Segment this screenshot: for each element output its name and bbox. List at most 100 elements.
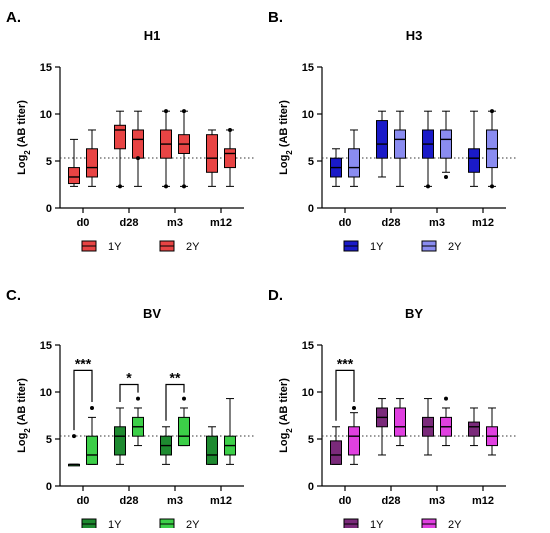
box-1Y-m3 [160, 109, 172, 189]
box-iqr [348, 426, 360, 456]
legend-label: 1Y [108, 519, 122, 528]
box-2Y-m12 [224, 398, 236, 465]
significance-bracket: ** [165, 369, 185, 421]
legend-item-1Y: 1Y [343, 518, 384, 531]
legend-label: 1Y [370, 519, 384, 528]
y-tick-label: 0 [46, 481, 52, 493]
box-1Y-m3 [422, 110, 434, 189]
box-iqr [394, 129, 406, 159]
box-iqr [132, 129, 144, 159]
y-tick-label: 10 [40, 109, 52, 121]
box-2Y-m3 [178, 396, 190, 447]
y-tick-label: 15 [302, 62, 314, 74]
y-tick-label: 15 [302, 340, 314, 352]
x-tick-label: m3 [429, 217, 445, 229]
outlier-point [136, 396, 140, 401]
y-tick-label: 10 [40, 387, 52, 399]
outlier-point [490, 184, 494, 189]
box-1Y-d28 [376, 398, 388, 456]
y-tick-label: 10 [302, 387, 314, 399]
significance-label: *** [75, 355, 92, 371]
box-2Y-m12 [486, 407, 498, 456]
panel-title: BY [405, 306, 423, 321]
chart-panel-4: D. BY Log2 (AB titer) 0 5 10 15 d0 d28 m3 m12 *** 1Y… [268, 287, 516, 531]
outlier-point [118, 184, 122, 189]
significance-bracket: * [119, 369, 139, 402]
legend-item-1Y: 1Y [81, 240, 122, 253]
legend-item-2Y: 2Y [159, 518, 200, 531]
box-1Y-m3 [422, 398, 434, 456]
box-iqr [114, 426, 126, 456]
legend-label: 1Y [108, 241, 122, 253]
box-1Y-m12 [468, 407, 480, 447]
box-1Y-d28 [114, 110, 126, 189]
legend-label: 2Y [186, 241, 200, 253]
significance-label: * [126, 369, 132, 385]
box-1Y-d0 [68, 138, 80, 187]
box-2Y-d28 [132, 396, 144, 447]
y-tick-label: 5 [308, 156, 314, 168]
box-2Y-d0 [348, 129, 360, 187]
chart-panel-1: A. H1 Log2 (AB titer) 0 5 10 15 d0 d28 m3 m12 1Y 2Y [6, 9, 254, 253]
box-2Y-d0 [86, 129, 98, 187]
x-tick-label: m3 [167, 217, 183, 229]
box-iqr [224, 148, 236, 169]
box-2Y-m3 [440, 396, 452, 447]
bracket-line [73, 369, 93, 431]
outlier-point [228, 127, 232, 132]
outlier-point [182, 396, 186, 401]
box-iqr [86, 435, 98, 465]
box-2Y-d28 [394, 110, 406, 187]
x-tick-label: d0 [339, 217, 352, 229]
legend-item-2Y: 2Y [421, 518, 462, 531]
legend-item-1Y: 1Y [81, 518, 122, 531]
box-2Y-d0 [86, 405, 98, 465]
bracket-line [335, 369, 355, 421]
y-axis-label: Log2 (AB titer) [16, 100, 32, 175]
outlier-point [426, 184, 430, 189]
x-tick-label: d0 [77, 495, 90, 507]
y-tick-label: 5 [46, 156, 52, 168]
box-2Y-d28 [394, 398, 406, 447]
outlier-point [444, 174, 448, 179]
x-tick-label: d28 [382, 495, 401, 507]
box-1Y-d0 [68, 434, 80, 467]
box-iqr [114, 124, 126, 150]
box-2Y-d28 [132, 110, 144, 187]
box-1Y-d0 [330, 426, 342, 465]
legend-label: 2Y [448, 519, 462, 528]
box-iqr [178, 416, 190, 447]
outlier-point [90, 405, 94, 410]
outlier-point [444, 396, 448, 401]
box-1Y-m12 [206, 426, 218, 465]
legend-label: 2Y [448, 241, 462, 253]
bracket-line [119, 383, 139, 402]
box-1Y-d28 [376, 110, 388, 178]
panel-letter: B. [268, 9, 283, 26]
box-iqr [206, 134, 218, 173]
box-iqr [348, 148, 360, 178]
y-tick-label: 0 [46, 203, 52, 215]
significance-label: *** [337, 355, 354, 371]
box-2Y-m12 [224, 127, 236, 187]
legend-label: 2Y [186, 519, 200, 528]
y-axis-label: Log2 (AB titer) [16, 378, 32, 453]
outlier-point [352, 405, 356, 410]
panel-title: H3 [406, 28, 423, 43]
y-tick-label: 0 [308, 481, 314, 493]
box-iqr [468, 148, 480, 173]
x-tick-label: d28 [382, 217, 401, 229]
box-iqr [440, 129, 452, 159]
outlier-point [164, 109, 168, 114]
significance-label: ** [170, 369, 181, 385]
box-iqr [86, 148, 98, 178]
y-tick-label: 5 [308, 434, 314, 446]
panel-letter: C. [6, 287, 21, 304]
outlier-point [72, 434, 76, 439]
panel-letter: A. [6, 9, 21, 26]
x-tick-label: d28 [120, 495, 139, 507]
panel-title: H1 [144, 28, 161, 43]
